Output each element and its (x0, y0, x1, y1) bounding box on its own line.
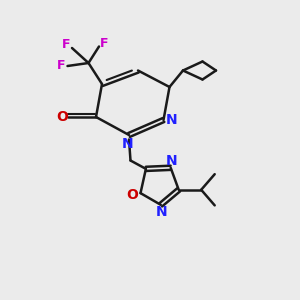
Text: N: N (122, 137, 133, 151)
Text: O: O (127, 188, 138, 202)
Text: F: F (100, 37, 109, 50)
Text: F: F (57, 59, 66, 73)
Text: F: F (62, 38, 70, 52)
Text: O: O (56, 110, 68, 124)
Text: N: N (156, 205, 168, 219)
Text: N: N (166, 154, 178, 168)
Text: N: N (166, 113, 178, 127)
